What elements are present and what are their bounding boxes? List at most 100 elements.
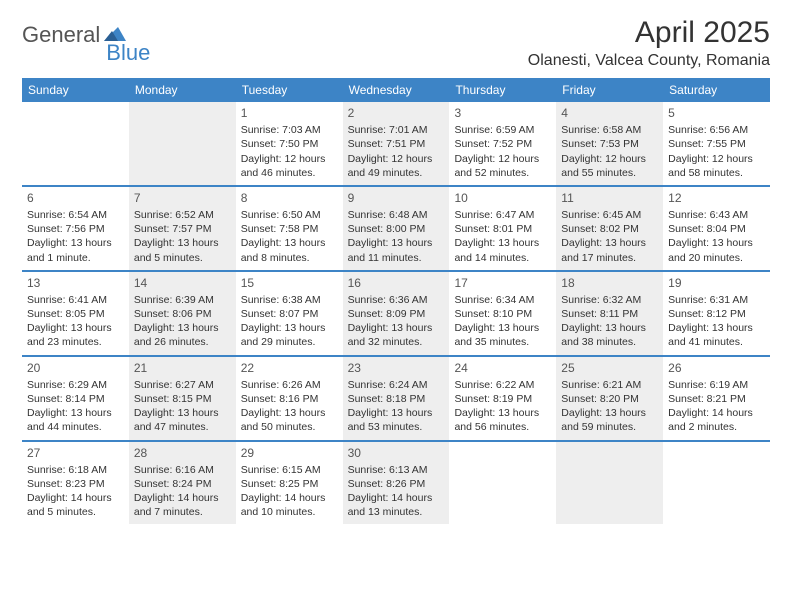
sunrise-text: Sunrise: 6:47 AM bbox=[454, 208, 551, 222]
day-number: 7 bbox=[134, 190, 231, 206]
weekday-header-row: SundayMondayTuesdayWednesdayThursdayFrid… bbox=[22, 78, 770, 102]
weekday-header: Friday bbox=[556, 78, 663, 102]
day-cell: 30Sunrise: 6:13 AMSunset: 8:26 PMDayligh… bbox=[343, 442, 450, 525]
day-number: 19 bbox=[668, 275, 765, 291]
daylight-text: Daylight: 13 hours and 11 minutes. bbox=[348, 236, 445, 264]
sunset-text: Sunset: 8:01 PM bbox=[454, 222, 551, 236]
sunset-text: Sunset: 8:18 PM bbox=[348, 392, 445, 406]
day-cell: 17 Sunrise: 6:34 AMSunset: 8:10 PMDayligh… bbox=[449, 272, 556, 355]
day-cell-empty bbox=[449, 442, 556, 525]
daylight-text: Daylight: 13 hours and 14 minutes. bbox=[454, 236, 551, 264]
day-cell: 29Sunrise: 6:15 AMSunset: 8:25 PMDayligh… bbox=[236, 442, 343, 525]
sunrise-text: Sunrise: 6:15 AM bbox=[241, 463, 338, 477]
sunrise-text: Sunrise: 6:45 AM bbox=[561, 208, 658, 222]
month-title: April 2025 bbox=[528, 16, 770, 50]
day-number: 9 bbox=[348, 190, 445, 206]
daylight-text: Daylight: 13 hours and 1 minute. bbox=[27, 236, 124, 264]
day-cell: 14Sunrise: 6:39 AMSunset: 8:06 PMDayligh… bbox=[129, 272, 236, 355]
day-number: 1 bbox=[241, 105, 338, 121]
weekday-header: Sunday bbox=[22, 78, 129, 102]
day-number: 3 bbox=[454, 105, 551, 121]
day-cell: 16Sunrise: 6:36 AMSunset: 8:09 PMDayligh… bbox=[343, 272, 450, 355]
daylight-text: Daylight: 14 hours and 7 minutes. bbox=[134, 491, 231, 519]
day-cell: 24Sunrise: 6:22 AMSunset: 8:19 PMDayligh… bbox=[449, 357, 556, 440]
daylight-text: Daylight: 14 hours and 10 minutes. bbox=[241, 491, 338, 519]
day-cell: 4Sunrise: 6:58 AMSunset: 7:53 PMDaylight… bbox=[556, 102, 663, 185]
sunrise-text: Sunrise: 7:03 AM bbox=[241, 123, 338, 137]
daylight-text: Daylight: 13 hours and 5 minutes. bbox=[134, 236, 231, 264]
sunset-text: Sunset: 8:12 PM bbox=[668, 307, 765, 321]
weekday-header: Wednesday bbox=[343, 78, 450, 102]
page-header: General Blue April 2025 Olanesti, Valcea… bbox=[22, 16, 770, 70]
sunrise-text: Sunrise: 6:26 AM bbox=[241, 378, 338, 392]
daylight-text: Daylight: 12 hours and 52 minutes. bbox=[454, 152, 551, 180]
sunrise-text: Sunrise: 7:01 AM bbox=[348, 123, 445, 137]
day-number: 6 bbox=[27, 190, 124, 206]
sunset-text: Sunset: 8:24 PM bbox=[134, 477, 231, 491]
sunrise-text: Sunrise: 6:34 AM bbox=[454, 293, 551, 307]
sunrise-text: Sunrise: 6:43 AM bbox=[668, 208, 765, 222]
sunrise-text: Sunrise: 6:13 AM bbox=[348, 463, 445, 477]
day-number: 5 bbox=[668, 105, 765, 121]
sunrise-text: Sunrise: 6:52 AM bbox=[134, 208, 231, 222]
sunrise-text: Sunrise: 6:56 AM bbox=[668, 123, 765, 137]
sunset-text: Sunset: 8:06 PM bbox=[134, 307, 231, 321]
sunrise-text: Sunrise: 6:16 AM bbox=[134, 463, 231, 477]
logo-part2: Blue bbox=[106, 40, 150, 66]
sunset-text: Sunset: 7:58 PM bbox=[241, 222, 338, 236]
daylight-text: Daylight: 13 hours and 29 minutes. bbox=[241, 321, 338, 349]
sunrise-text: Sunrise: 6:32 AM bbox=[561, 293, 658, 307]
daylight-text: Daylight: 13 hours and 47 minutes. bbox=[134, 406, 231, 434]
sunset-text: Sunset: 8:10 PM bbox=[454, 307, 551, 321]
weeks-container: 1Sunrise: 7:03 AMSunset: 7:50 PMDaylight… bbox=[22, 102, 770, 524]
sunrise-text: Sunrise: 6:39 AM bbox=[134, 293, 231, 307]
sunrise-text: Sunrise: 6:31 AM bbox=[668, 293, 765, 307]
sunrise-text: Sunrise: 6:38 AM bbox=[241, 293, 338, 307]
daylight-text: Daylight: 12 hours and 46 minutes. bbox=[241, 152, 338, 180]
sunrise-text: Sunrise: 6:36 AM bbox=[348, 293, 445, 307]
sunset-text: Sunset: 8:04 PM bbox=[668, 222, 765, 236]
sunset-text: Sunset: 7:52 PM bbox=[454, 137, 551, 151]
sunrise-text: Sunrise: 6:19 AM bbox=[668, 378, 765, 392]
day-number: 29 bbox=[241, 445, 338, 461]
sunset-text: Sunset: 7:57 PM bbox=[134, 222, 231, 236]
sunrise-text: Sunrise: 6:22 AM bbox=[454, 378, 551, 392]
sunrise-text: Sunrise: 6:21 AM bbox=[561, 378, 658, 392]
day-cell: 15Sunrise: 6:38 AMSunset: 8:07 PMDayligh… bbox=[236, 272, 343, 355]
day-number: 25 bbox=[561, 360, 658, 376]
day-cell: 2Sunrise: 7:01 AMSunset: 7:51 PMDaylight… bbox=[343, 102, 450, 185]
daylight-text: Daylight: 14 hours and 2 minutes. bbox=[668, 406, 765, 434]
daylight-text: Daylight: 12 hours and 49 minutes. bbox=[348, 152, 445, 180]
sunrise-text: Sunrise: 6:50 AM bbox=[241, 208, 338, 222]
daylight-text: Daylight: 13 hours and 32 minutes. bbox=[348, 321, 445, 349]
day-cell: 12Sunrise: 6:43 AMSunset: 8:04 PMDayligh… bbox=[663, 187, 770, 270]
sunset-text: Sunset: 8:07 PM bbox=[241, 307, 338, 321]
day-number: 26 bbox=[668, 360, 765, 376]
sunset-text: Sunset: 8:15 PM bbox=[134, 392, 231, 406]
day-cell: 3 Sunrise: 6:59 AMSunset: 7:52 PMDaylight… bbox=[449, 102, 556, 185]
day-number: 24 bbox=[454, 360, 551, 376]
day-cell: 19Sunrise: 6:31 AMSunset: 8:12 PMDayligh… bbox=[663, 272, 770, 355]
day-cell: 13Sunrise: 6:41 AMSunset: 8:05 PMDayligh… bbox=[22, 272, 129, 355]
day-number: 30 bbox=[348, 445, 445, 461]
daylight-text: Daylight: 13 hours and 20 minutes. bbox=[668, 236, 765, 264]
sunset-text: Sunset: 8:14 PM bbox=[27, 392, 124, 406]
daylight-text: Daylight: 13 hours and 35 minutes. bbox=[454, 321, 551, 349]
week-row: 6Sunrise: 6:54 AMSunset: 7:56 PMDaylight… bbox=[22, 185, 770, 270]
day-number: 17 bbox=[454, 275, 551, 291]
daylight-text: Daylight: 13 hours and 17 minutes. bbox=[561, 236, 658, 264]
day-cell: 1Sunrise: 7:03 AMSunset: 7:50 PMDaylight… bbox=[236, 102, 343, 185]
sunrise-text: Sunrise: 6:54 AM bbox=[27, 208, 124, 222]
day-cell-empty bbox=[129, 102, 236, 185]
day-number: 20 bbox=[27, 360, 124, 376]
day-number: 10 bbox=[454, 190, 551, 206]
sunrise-text: Sunrise: 6:59 AM bbox=[454, 123, 551, 137]
location-text: Olanesti, Valcea County, Romania bbox=[528, 52, 770, 70]
logo-part1: General bbox=[22, 22, 100, 48]
daylight-text: Daylight: 14 hours and 5 minutes. bbox=[27, 491, 124, 519]
weekday-header: Saturday bbox=[663, 78, 770, 102]
week-row: 27Sunrise: 6:18 AMSunset: 8:23 PMDayligh… bbox=[22, 440, 770, 525]
day-cell: 9Sunrise: 6:48 AMSunset: 8:00 PMDaylight… bbox=[343, 187, 450, 270]
sunrise-text: Sunrise: 6:27 AM bbox=[134, 378, 231, 392]
day-cell: 22Sunrise: 6:26 AMSunset: 8:16 PMDayligh… bbox=[236, 357, 343, 440]
